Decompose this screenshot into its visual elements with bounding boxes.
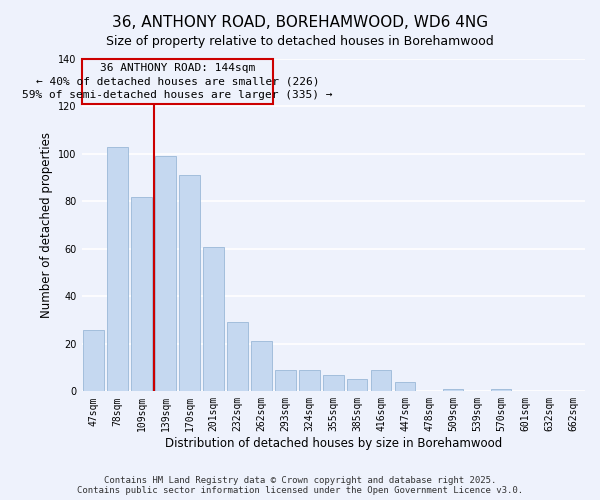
Bar [155,156,176,392]
Bar [179,176,200,392]
Bar [107,147,128,392]
Bar [299,370,320,392]
Bar [347,380,367,392]
Text: Size of property relative to detached houses in Borehamwood: Size of property relative to detached ho… [106,35,494,48]
Bar [443,389,463,392]
Bar [251,342,272,392]
Bar [82,59,274,104]
Text: 36 ANTHONY ROAD: 144sqm
← 40% of detached houses are smaller (226)
59% of semi-d: 36 ANTHONY ROAD: 144sqm ← 40% of detache… [22,64,333,100]
Bar [275,370,296,392]
X-axis label: Distribution of detached houses by size in Borehamwood: Distribution of detached houses by size … [165,437,502,450]
Bar [131,196,152,392]
Bar [323,374,344,392]
Bar [227,322,248,392]
Y-axis label: Number of detached properties: Number of detached properties [40,132,53,318]
Bar [491,389,511,392]
Bar [395,382,415,392]
Text: Contains HM Land Registry data © Crown copyright and database right 2025.
Contai: Contains HM Land Registry data © Crown c… [77,476,523,495]
Bar [203,246,224,392]
Bar [83,330,104,392]
Bar [371,370,391,392]
Text: 36, ANTHONY ROAD, BOREHAMWOOD, WD6 4NG: 36, ANTHONY ROAD, BOREHAMWOOD, WD6 4NG [112,15,488,30]
